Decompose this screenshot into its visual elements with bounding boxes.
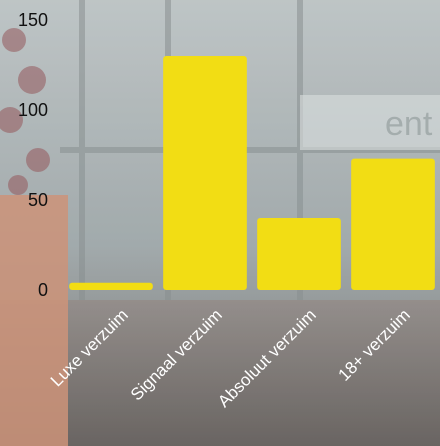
bar (257, 218, 341, 290)
y-tick-label: 150 (18, 10, 48, 30)
x-category-label: 18+ verzuim (335, 305, 414, 384)
y-tick-label: 50 (28, 190, 48, 210)
x-category-label: Luxe verzuim (47, 305, 132, 390)
y-tick-label: 0 (38, 280, 48, 300)
y-tick-label: 100 (18, 100, 48, 120)
bar (69, 282, 153, 290)
x-category-label: Absoluut verzuim (214, 305, 320, 411)
bars (69, 56, 435, 290)
x-category-label: Signaal verzuim (127, 305, 226, 404)
bar (163, 56, 247, 290)
bar (351, 158, 435, 290)
background-sign-text: ent (385, 105, 433, 143)
y-axis-ticks: 0 50 100 150 (18, 10, 48, 300)
